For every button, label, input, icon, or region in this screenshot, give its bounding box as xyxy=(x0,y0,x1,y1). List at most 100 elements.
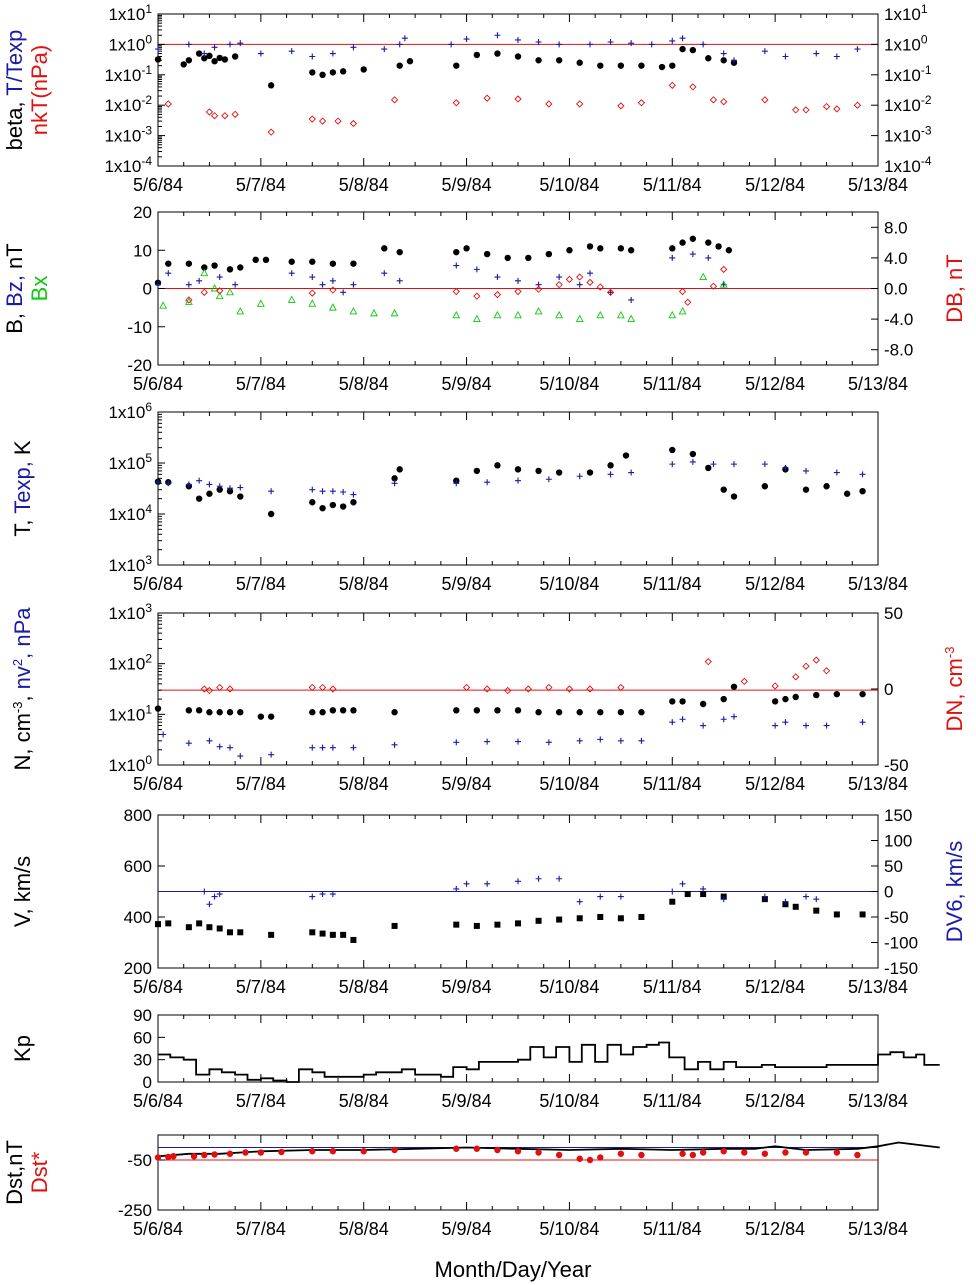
data-point xyxy=(473,922,480,929)
data-point xyxy=(617,1150,625,1157)
data-point xyxy=(334,117,342,125)
x-tick-label: 5/9/84 xyxy=(442,774,492,794)
data-point xyxy=(319,709,326,716)
data-point xyxy=(288,258,295,265)
data-point xyxy=(390,96,399,104)
data-point xyxy=(679,45,686,53)
data-point xyxy=(854,46,861,53)
data-point xyxy=(453,739,460,746)
data-point xyxy=(329,286,337,294)
data-point xyxy=(309,499,316,506)
data-point xyxy=(833,105,841,113)
data-point xyxy=(586,243,594,250)
data-point xyxy=(308,299,317,307)
data-point xyxy=(340,931,347,938)
data-point xyxy=(350,707,357,714)
data-point xyxy=(396,277,403,284)
data-point xyxy=(771,698,779,705)
data-point xyxy=(833,690,841,698)
data-point xyxy=(720,98,728,106)
x-tick-label: 5/11/84 xyxy=(643,1219,702,1239)
data-point xyxy=(396,248,403,256)
data-point xyxy=(700,41,707,48)
data-point xyxy=(700,891,707,898)
data-point xyxy=(731,57,737,64)
data-point xyxy=(216,287,224,295)
data-point xyxy=(206,52,213,60)
data-point xyxy=(201,50,208,57)
data-point xyxy=(555,709,563,716)
data-point xyxy=(535,917,542,924)
data-point xyxy=(617,915,624,922)
y2-axis-label: DB, nT xyxy=(942,254,967,322)
y-tick-label: 20 xyxy=(133,203,152,222)
data-point xyxy=(267,510,275,518)
data-point xyxy=(242,1149,249,1156)
x-tick-label: 5/6/84 xyxy=(133,1091,183,1111)
data-point xyxy=(705,55,712,62)
y2-tick-label: 8.0 xyxy=(884,218,908,237)
data-point xyxy=(525,254,532,262)
data-point xyxy=(391,709,398,716)
data-point xyxy=(391,475,398,482)
data-point xyxy=(256,299,265,307)
data-point xyxy=(350,499,357,506)
data-point xyxy=(679,239,686,246)
data-point xyxy=(833,469,840,476)
plot-frame xyxy=(157,411,879,566)
data-point xyxy=(504,686,512,695)
data-point xyxy=(689,450,697,458)
data-point xyxy=(704,658,712,666)
x-tick-label: 5/7/84 xyxy=(236,175,286,195)
data-point xyxy=(473,266,480,273)
data-point xyxy=(720,896,727,903)
data-point xyxy=(226,287,234,296)
data-point xyxy=(319,281,326,288)
data-point xyxy=(576,473,583,480)
y-tick-label: 1x100 xyxy=(108,32,152,54)
y-axis-label: Dst,nT xyxy=(2,1140,27,1205)
data-point xyxy=(231,53,239,60)
y-axis-label: T, Texp, K xyxy=(10,440,35,537)
data-point xyxy=(534,285,543,293)
data-point xyxy=(211,893,218,900)
data-point xyxy=(350,44,357,51)
data-point xyxy=(237,40,244,47)
data-point xyxy=(339,68,347,75)
data-point xyxy=(859,487,866,495)
x-tick-label: 5/6/84 xyxy=(133,574,183,594)
data-point xyxy=(575,314,584,323)
data-point xyxy=(720,265,728,274)
y2-tick-label: 1x10-1 xyxy=(884,63,932,85)
data-point xyxy=(494,462,501,469)
data-point xyxy=(719,280,728,288)
y-tick-label: 1x10-4 xyxy=(104,154,152,176)
data-point xyxy=(514,310,522,319)
data-point xyxy=(165,260,172,267)
data-point xyxy=(761,461,768,468)
data-point xyxy=(463,880,470,887)
data-point xyxy=(308,115,316,123)
y-tick-label: 1x103 xyxy=(108,601,152,623)
data-point xyxy=(535,467,542,475)
x-tick-label: 5/8/84 xyxy=(339,574,389,594)
series-line xyxy=(158,1041,940,1083)
data-point xyxy=(720,50,727,57)
data-point xyxy=(859,471,866,478)
data-point xyxy=(227,485,233,492)
data-point xyxy=(689,46,697,54)
data-point xyxy=(576,59,583,66)
data-point xyxy=(813,691,820,699)
data-point xyxy=(803,722,809,729)
data-point xyxy=(555,469,563,476)
data-point xyxy=(210,112,219,120)
y-axis-label: N, cm-3, nv2, nPa xyxy=(10,607,35,771)
data-point xyxy=(473,1145,481,1152)
data-point xyxy=(616,310,625,319)
data-point xyxy=(545,250,553,258)
data-point xyxy=(803,467,809,474)
data-point xyxy=(699,700,707,708)
data-point xyxy=(813,50,820,57)
x-tick-label: 5/12/84 xyxy=(745,774,805,794)
